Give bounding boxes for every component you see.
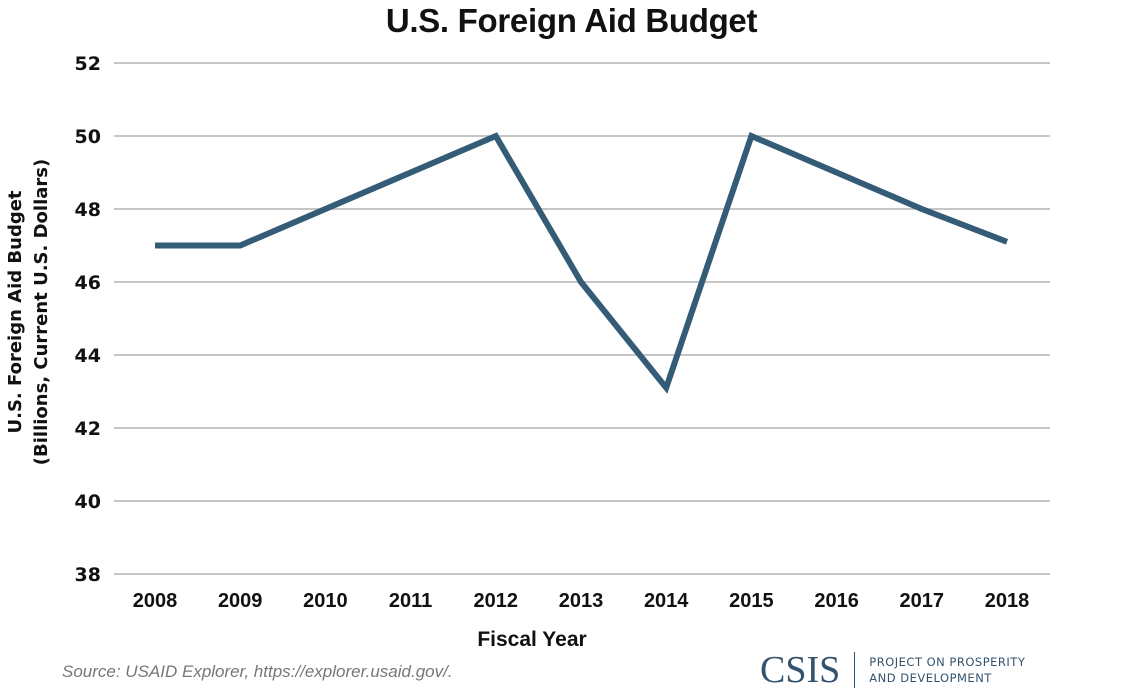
logo-text-line1: PROJECT ON PROSPERITY [869,655,1026,669]
y-tick-label: 48 [75,199,101,221]
gridlines [114,62,1050,575]
logo-text: PROJECT ON PROSPERITY AND DEVELOPMENT [869,654,1025,686]
logo-text-line2: AND DEVELOPMENT [869,671,992,685]
x-tick-label: 2015 [729,590,774,612]
x-tick-label: 2010 [303,590,348,612]
x-tick-label: 2018 [985,590,1030,612]
x-tick-label: 2017 [900,590,945,612]
y-axis-label: U.S. Foreign Aid Budget (Billions, Curre… [5,159,52,465]
logo-mark: CSIS [760,649,841,691]
x-axis-label: Fiscal Year [477,628,586,651]
x-axis-ticks: 2008 2009 2010 2011 2012 2013 2014 2015 2016 2017… [133,590,1030,612]
source-note: Source: USAID Explorer, https://explorer… [62,662,453,681]
x-tick-label: 2009 [218,590,263,612]
x-tick-label: 2012 [474,590,519,612]
y-tick-label: 42 [75,418,101,440]
chart-title: U.S. Foreign Aid Budget [385,2,758,39]
y-tick-label: 50 [75,126,101,148]
y-tick-label: 40 [75,491,101,513]
y-tick-label: 38 [75,564,101,586]
x-tick-label: 2008 [133,590,178,612]
series-layer [155,131,1009,394]
y-axis-ticks: 52 50 48 46 44 42 40 38 [75,53,101,586]
x-tick-label: 2013 [559,590,604,612]
y-axis-label-line1: U.S. Foreign Aid Budget [5,190,26,433]
csis-logo: CSIS PROJECT ON PROSPERITY AND DEVELOPME… [760,650,1025,690]
logo-divider [854,652,856,688]
x-tick-label: 2014 [644,590,689,612]
y-tick-label: 46 [75,272,101,294]
y-tick-label: 52 [75,53,101,75]
series-line [155,131,1009,394]
y-axis-label-line2: (Billions, Current U.S. Dollars) [31,159,52,465]
x-tick-label: 2016 [814,590,859,612]
x-tick-label: 2011 [389,590,432,612]
y-tick-label: 44 [75,345,101,367]
